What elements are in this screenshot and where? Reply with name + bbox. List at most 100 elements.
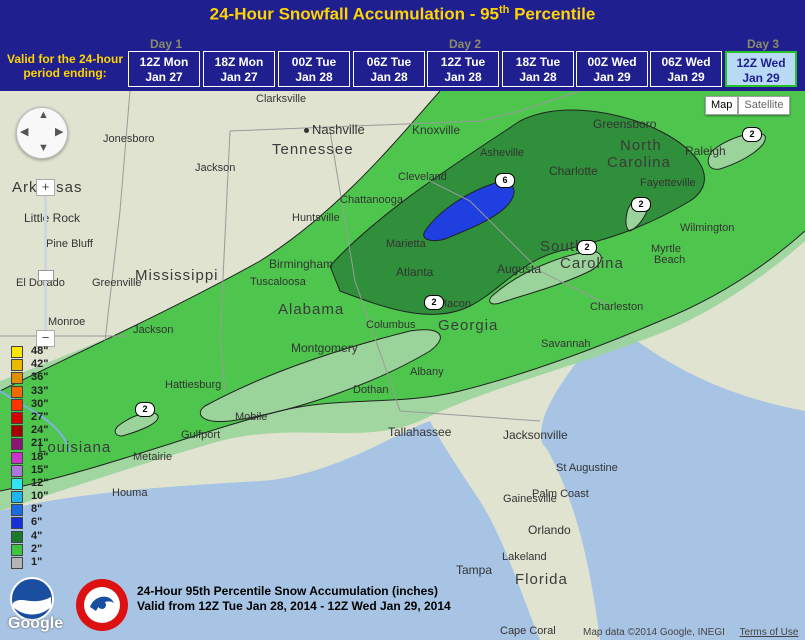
period-button-00z-tue[interactable]: 00Z Tue Jan 28	[278, 51, 350, 87]
zoom-slider-handle[interactable]	[38, 270, 54, 281]
state-label-north: North	[620, 137, 662, 154]
map-base	[0, 91, 805, 640]
city-albany: Albany	[410, 366, 444, 378]
city-macon: Macon	[438, 298, 472, 310]
zoom-out-button[interactable]: −	[36, 330, 55, 347]
page-title: 24-Hour Snowfall Accumulation - 95th Per…	[209, 4, 596, 24]
city-jonesboro: Jonesboro	[103, 133, 155, 145]
pan-right-icon[interactable]: ▶	[55, 126, 64, 138]
legend-label: 6"	[31, 516, 43, 529]
legend-swatch	[11, 491, 23, 504]
legend-label: 1"	[31, 556, 43, 568]
pan-down-icon[interactable]: ▼	[38, 142, 49, 154]
city-greensboro: Greensboro	[593, 117, 657, 131]
city-knoxville: Knoxville	[412, 123, 461, 137]
legend-swatch	[11, 451, 23, 464]
city-tallahassee: Tallahassee	[388, 425, 452, 439]
state-label-georgia: Georgia	[438, 317, 499, 334]
legend-swatch	[11, 504, 23, 517]
city-fayetteville: Fayetteville	[640, 177, 696, 189]
city-charlotte: Charlotte	[549, 164, 598, 178]
legend-item: 21"	[8, 437, 58, 451]
city-pine-bluff: Pine Bluff	[46, 238, 93, 250]
city-gainesville: Gainesville	[503, 493, 557, 505]
city-hattiesburg: Hattiesburg	[165, 379, 222, 391]
contour-label-2: 2	[577, 240, 597, 255]
pan-control[interactable]: ▲ ▼ ◀ ▶	[16, 107, 68, 159]
period-button-12z-mon[interactable]: 12Z Mon Jan 27	[128, 51, 200, 87]
period-button-06z-wed[interactable]: 06Z Wed Jan 29	[650, 51, 722, 87]
state-label-alabama: Alabama	[278, 301, 345, 318]
city-st-augustine: St Augustine	[556, 462, 618, 474]
legend-item: 33"	[8, 385, 58, 398]
legend-item: 8"	[8, 503, 58, 517]
legend-swatch	[11, 477, 23, 490]
city-mobile: Mobile	[235, 411, 268, 423]
contour-label-2: 2	[424, 295, 444, 310]
map-data-credit: Map data ©2014 Google, INEGI	[583, 627, 725, 638]
noaa-logo-icon	[10, 577, 54, 621]
city-savannah: Savannah	[541, 338, 591, 350]
legend-label: 27"	[31, 410, 49, 423]
legend-label: 15"	[31, 463, 49, 476]
city-beach: Beach	[654, 254, 686, 266]
legend-item: 2"	[8, 543, 58, 556]
city-asheville: Asheville	[480, 147, 525, 159]
legend-label: 30"	[31, 397, 49, 410]
city-monroe: Monroe	[48, 316, 86, 328]
city-marietta: Marietta	[386, 238, 426, 250]
map-type-toggle: Map Satellite	[705, 96, 790, 115]
legend-label: 48"	[31, 345, 49, 357]
legend-label: 21"	[31, 437, 49, 450]
map-attribution: Map data ©2014 Google, INEGI Terms of Us…	[583, 627, 805, 638]
day-1-label: Day 1	[150, 37, 183, 51]
map-button[interactable]: Map	[705, 96, 739, 115]
valid-period-label: Valid for the 24-hour period ending:	[6, 52, 123, 80]
legend-swatch	[11, 346, 23, 358]
period-button-18z-mon[interactable]: 18Z Mon Jan 27	[203, 51, 275, 87]
period-button-06z-tue[interactable]: 06Z Tue Jan 28	[353, 51, 425, 87]
state-label-louisiana: Louisiana	[38, 439, 112, 456]
legend-label: 24"	[31, 424, 49, 437]
contour-label-2: 2	[135, 402, 155, 417]
city-greenville: Greenville	[92, 277, 142, 289]
city-huntsville: Huntsville	[292, 212, 340, 224]
legend-item: 24"	[8, 424, 58, 438]
satellite-button[interactable]: Satellite	[738, 96, 790, 115]
period-button-12z-tue[interactable]: 12Z Tue Jan 28	[427, 51, 499, 87]
state-label-mississippi: Mississippi	[135, 267, 219, 284]
city-jackson-tn: Jackson	[195, 162, 236, 174]
legend-label: 42"	[31, 358, 49, 371]
legend-item: 1"	[8, 556, 58, 569]
legend-item: 27"	[8, 411, 58, 424]
pan-up-icon[interactable]: ▲	[38, 109, 49, 121]
city-palm-coast: Palm Coast	[532, 488, 589, 500]
pan-left-icon[interactable]: ◀	[20, 126, 29, 138]
state-label-carolina-n: Carolina	[607, 154, 671, 171]
snowfall-map[interactable]: Arkansas Tennessee Mississippi Alabama G…	[0, 91, 805, 640]
city-little-rock: Little Rock	[24, 211, 81, 225]
city-atlanta: Atlanta	[396, 265, 434, 279]
legend-item: 42"	[8, 358, 58, 372]
terms-of-use-link[interactable]: Terms of Use	[739, 627, 799, 638]
period-button-12z-wed[interactable]: 12Z Wed Jan 29	[725, 51, 797, 87]
zoom-track[interactable]	[44, 185, 47, 337]
city-jackson-ms: Jackson	[133, 324, 174, 336]
legend-label: 33"	[31, 384, 49, 397]
period-button-18z-tue[interactable]: 18Z Tue Jan 28	[502, 51, 574, 87]
legend-swatch	[11, 411, 23, 424]
legend-item: 36"	[8, 371, 58, 385]
period-button-00z-wed[interactable]: 00Z Wed Jan 29	[576, 51, 648, 87]
legend-swatch	[11, 438, 23, 451]
legend-swatch	[11, 425, 23, 438]
city-raleigh: Raleigh	[685, 144, 726, 158]
legend-swatch	[11, 385, 23, 398]
legend-swatch	[11, 359, 23, 372]
legend-label: 36"	[31, 371, 49, 384]
zoom-in-button[interactable]: +	[36, 179, 55, 196]
legend-item: 10"	[8, 490, 58, 504]
contour-label-6: 6	[495, 173, 515, 188]
city-wilmington: Wilmington	[680, 222, 735, 234]
legend-item: 18"	[8, 451, 58, 464]
city-columbus: Columbus	[366, 319, 416, 331]
